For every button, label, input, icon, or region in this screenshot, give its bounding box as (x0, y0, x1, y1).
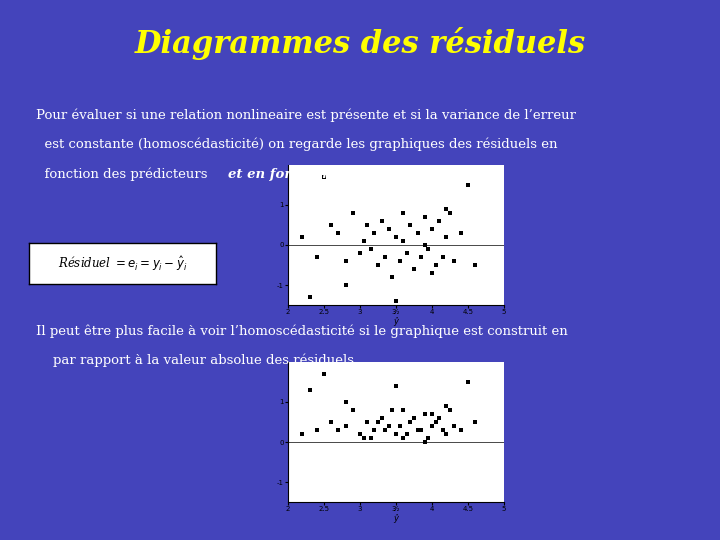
Point (340, 397, 351, 406)
Point (426, 225, 438, 233)
Point (415, 253, 427, 261)
Point (426, 269, 438, 278)
Point (426, 410, 438, 418)
Point (401, 430, 413, 438)
Point (304, 293, 315, 301)
Point (415, 426, 427, 434)
Point (390, 233, 402, 241)
Text: et en fonction de la variable prédite: et en fonction de la variable prédite (228, 167, 495, 181)
Text: par rapport à la valeur absolue des résiduels: par rapport à la valeur absolue des rési… (36, 354, 354, 367)
Point (361, 220, 373, 229)
Point (304, 386, 315, 394)
Point (318, 369, 330, 378)
Point (412, 426, 423, 434)
Point (437, 253, 449, 261)
Point (455, 228, 467, 237)
Point (376, 414, 387, 422)
Point (405, 220, 416, 229)
Point (448, 422, 459, 430)
Text: Pour évaluer si une relation nonlineaire est présente et si la variance de l’err: Pour évaluer si une relation nonlineaire… (36, 108, 576, 122)
Point (340, 281, 351, 289)
Point (369, 228, 380, 237)
Point (297, 233, 308, 241)
Text: fonction des prédicteurs: fonction des prédicteurs (36, 167, 212, 181)
Point (318, 172, 330, 181)
Point (347, 208, 359, 217)
Point (340, 256, 351, 265)
Point (387, 406, 398, 414)
Point (401, 248, 413, 257)
Point (394, 256, 405, 265)
Point (333, 426, 344, 434)
Point (441, 430, 452, 438)
Point (469, 417, 481, 426)
Point (408, 414, 420, 422)
Point (419, 213, 431, 221)
Point (369, 426, 380, 434)
Text: est constante (homoscédasticité) on regarde les graphiques des résiduels en: est constante (homoscédasticité) on rega… (36, 138, 557, 151)
X-axis label: ŷ: ŷ (394, 514, 398, 523)
Point (361, 417, 373, 426)
Point (358, 434, 369, 442)
Point (379, 426, 391, 434)
Point (462, 377, 474, 386)
X-axis label: ŷ: ŷ (394, 316, 398, 326)
Point (297, 430, 308, 438)
Point (419, 241, 431, 249)
Point (354, 248, 366, 257)
Point (372, 261, 384, 269)
Point (390, 297, 402, 306)
Point (444, 208, 456, 217)
Point (397, 237, 409, 245)
Point (419, 438, 431, 447)
Text: Il peut être plus facile à voir l’homoscédasticité si le graphique est construit: Il peut être plus facile à voir l’homosc… (36, 324, 568, 338)
Point (365, 434, 377, 442)
Point (390, 382, 402, 390)
Point (462, 180, 474, 189)
Point (325, 417, 337, 426)
Point (408, 265, 420, 273)
Point (430, 417, 441, 426)
Point (423, 245, 434, 253)
Point (412, 228, 423, 237)
Point (455, 426, 467, 434)
Point (397, 208, 409, 217)
Point (376, 217, 387, 225)
Point (469, 261, 481, 269)
Text: Résiduel $= e_i = y_i - \hat{y}_i$: Résiduel $= e_i = y_i - \hat{y}_i$ (58, 254, 187, 273)
Point (441, 205, 452, 213)
Point (354, 430, 366, 438)
Point (437, 426, 449, 434)
Point (419, 410, 431, 418)
Point (405, 417, 416, 426)
Point (325, 220, 337, 229)
Point (365, 245, 377, 253)
Point (441, 402, 452, 410)
Point (390, 430, 402, 438)
Point (397, 406, 409, 414)
Point (448, 256, 459, 265)
Point (311, 253, 323, 261)
Point (394, 422, 405, 430)
Point (379, 253, 391, 261)
Point (397, 434, 409, 442)
Point (358, 237, 369, 245)
Point (423, 434, 434, 442)
Point (311, 426, 323, 434)
Point (340, 422, 351, 430)
Point (444, 406, 456, 414)
Point (433, 414, 445, 422)
Point (387, 273, 398, 281)
Point (433, 217, 445, 225)
Point (383, 225, 395, 233)
Point (347, 406, 359, 414)
Point (426, 422, 438, 430)
Point (441, 233, 452, 241)
Point (372, 417, 384, 426)
Point (383, 422, 395, 430)
Text: Diagrammes des résiduels: Diagrammes des résiduels (135, 27, 585, 60)
Point (430, 261, 441, 269)
Point (333, 228, 344, 237)
